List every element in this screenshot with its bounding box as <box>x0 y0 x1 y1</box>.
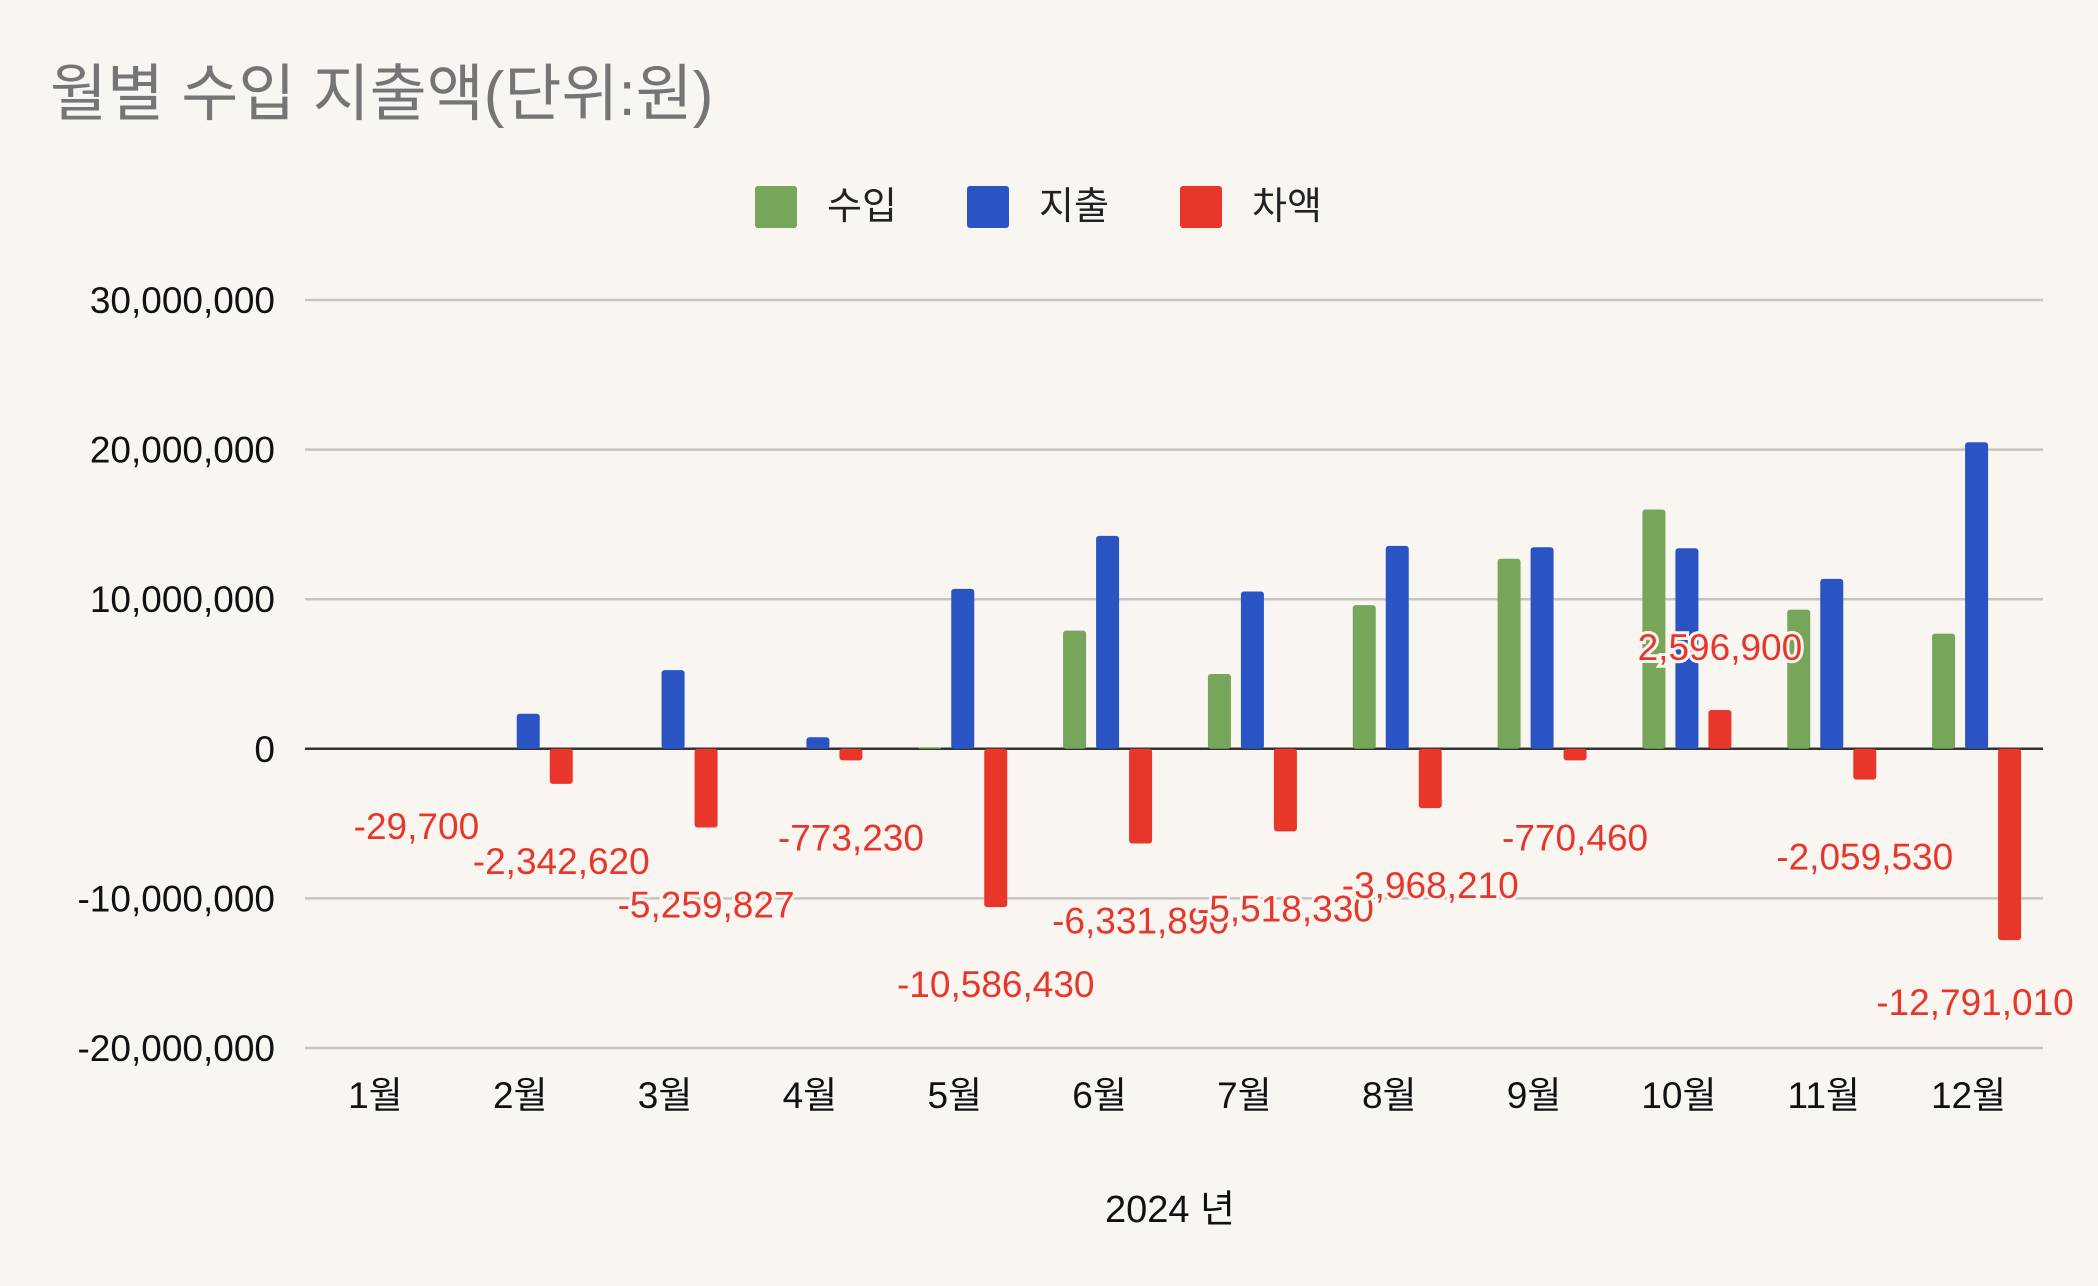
y-tick-label: 20,000,000 <box>90 430 275 471</box>
bar-차액-11월 <box>1853 748 1877 780</box>
y-tick-label: 0 <box>254 729 275 770</box>
x-tick-label: 7월 <box>1217 1075 1272 1116</box>
bars <box>516 442 2022 941</box>
legend-swatch-1 <box>755 186 797 228</box>
bar-차액-8월 <box>1418 748 1442 809</box>
bar-지출-9월 <box>1530 547 1554 749</box>
legend-swatch-3 <box>1180 186 1222 228</box>
y-tick-label: 30,000,000 <box>90 280 275 321</box>
legend: 수입 지출 차액 <box>755 186 1322 228</box>
bar-지출-12월 <box>1965 442 1989 749</box>
data-label: -773,230 <box>778 817 924 858</box>
bar-차액-6월 <box>1129 748 1153 844</box>
bar-지출-8월 <box>1385 545 1409 749</box>
bar-지출-5월 <box>951 588 975 749</box>
bar-지출-3월 <box>661 670 685 749</box>
y-tick-label: 10,000,000 <box>90 579 275 620</box>
data-label: -5,259,827 <box>618 884 795 925</box>
bar-지출-4월 <box>806 737 830 749</box>
chart-title: 월별 수입 지출액(단위:원) <box>50 60 713 129</box>
data-label: -29,700 <box>354 806 480 847</box>
data-label: -5,518,330 <box>1197 888 1374 929</box>
bar-지출-7월 <box>1240 591 1264 749</box>
data-label: -6,331,890 <box>1052 901 1229 942</box>
bar-차액-7월 <box>1273 748 1297 832</box>
x-tick-label: 1월 <box>348 1075 403 1116</box>
legend-label-3: 차액 <box>1252 186 1322 228</box>
bar-수입-8월 <box>1352 605 1376 749</box>
x-tick-label: 3월 <box>638 1075 693 1116</box>
x-axis: 1월 2월 3월 4월 5월 6월 7월 8월 9월 10월 11월 12월 <box>348 1075 2006 1116</box>
x-tick-label: 8월 <box>1362 1075 1417 1116</box>
y-tick-label: -20,000,000 <box>77 1028 275 1069</box>
bar-지출-6월 <box>1096 535 1120 749</box>
x-axis-label: 2024 년 <box>1105 1189 1235 1231</box>
bar-차액-9월 <box>1563 748 1587 761</box>
x-tick-label: 5월 <box>927 1075 982 1116</box>
bar-수입-12월 <box>1932 633 1956 749</box>
gridlines <box>305 298 2043 1050</box>
x-tick-label: 12월 <box>1931 1075 2006 1116</box>
data-label: -2,059,530 <box>1776 837 1953 878</box>
data-label: -10,586,430 <box>897 964 1095 1005</box>
x-tick-label: 2월 <box>493 1075 548 1116</box>
data-labels: -29,700-2,342,620-5,259,827 -773,230 -10,5… <box>351 624 2077 1026</box>
bar-차액-3월 <box>694 748 718 828</box>
y-axis: 30,000,000 20,000,000 10,000,000 0 -10,000,0… <box>77 280 275 1069</box>
legend-label-2: 지출 <box>1039 186 1109 228</box>
data-label: -770,460 <box>1502 817 1648 858</box>
data-label: -3,968,210 <box>1342 865 1519 906</box>
y-tick-label: -10,000,000 <box>77 878 275 919</box>
legend-swatch-2 <box>967 186 1009 228</box>
bar-수입-5월 <box>918 747 942 749</box>
bar-차액-10월 <box>1708 709 1732 749</box>
bar-지출-10월 <box>1675 548 1699 749</box>
bar-차액-2월 <box>549 748 573 784</box>
bar-차액-12월 <box>1998 748 2022 941</box>
bar-수입-6월 <box>1063 630 1087 749</box>
data-label: -12,791,010 <box>1876 982 2074 1023</box>
bar-차액-4월 <box>839 748 863 761</box>
data-label: 2,596,900 <box>1638 627 1803 668</box>
x-tick-label: 4월 <box>783 1075 838 1116</box>
data-label: -2,342,620 <box>473 841 650 882</box>
legend-label-1: 수입 <box>827 186 897 228</box>
x-tick-label: 9월 <box>1507 1075 1562 1116</box>
x-tick-label: 6월 <box>1072 1075 1127 1116</box>
bar-수입-7월 <box>1207 674 1231 749</box>
x-tick-label: 11월 <box>1788 1075 1860 1116</box>
x-tick-label: 10월 <box>1641 1075 1716 1116</box>
bar-지출-2월 <box>516 713 540 749</box>
bar-수입-10월 <box>1642 509 1666 749</box>
bar-지출-11월 <box>1820 578 1844 749</box>
bar-차액-5월 <box>984 748 1008 908</box>
bar-수입-9월 <box>1497 558 1521 749</box>
bar-수입-11월 <box>1787 609 1811 749</box>
